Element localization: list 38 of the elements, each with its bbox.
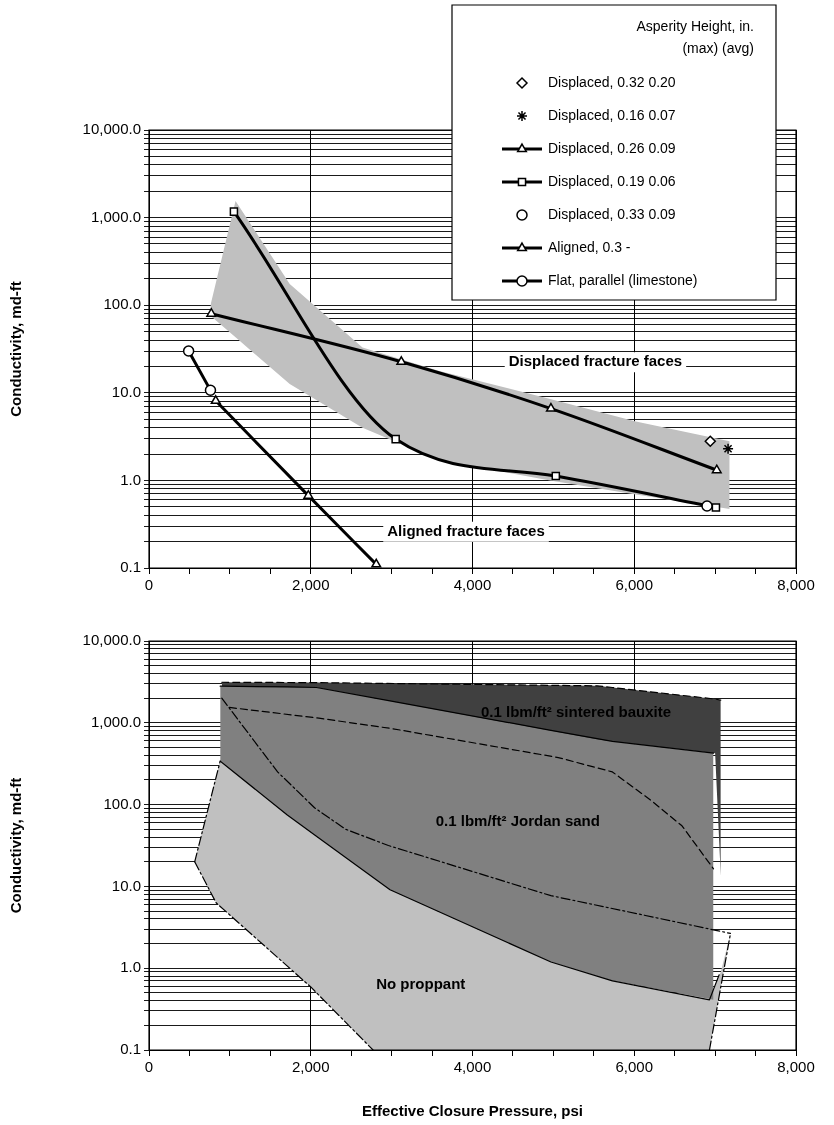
annotation: No proppant [376, 974, 466, 992]
y-tick-label: 0.1 [120, 1040, 141, 1058]
x-tick-label: 4,000 [453, 1058, 492, 1076]
annotation: Displaced fracture faces [508, 352, 683, 370]
legend-title: Asperity Height, in. (max) (avg) [636, 17, 754, 56]
y-tick-label: 10,000.0 [82, 120, 141, 138]
legend-label: Displaced, 0.19 0.06 [548, 172, 676, 189]
y-tick-label: 10,000.0 [82, 631, 141, 649]
annotation: Aligned fracture faces [387, 521, 545, 539]
legend-label: Aligned, 0.3 - [548, 238, 631, 255]
x-tick-label: 4,000 [453, 576, 492, 594]
x-tick-label: 6,000 [615, 576, 654, 594]
x-tick-label: 2,000 [291, 576, 330, 594]
y-tick-label: 100.0 [103, 794, 141, 812]
y-axis-title: Conductivity, md-ft [7, 777, 25, 914]
legend-label: Displaced, 0.33 0.09 [548, 205, 676, 222]
legend-label: Displaced, 0.32 0.20 [548, 73, 676, 90]
y-tick-label: 100.0 [103, 295, 141, 313]
x-tick-label: 0 [144, 1058, 154, 1076]
y-tick-label: 0.1 [120, 558, 141, 576]
legend-label: Displaced, 0.26 0.09 [548, 139, 676, 156]
x-axis-title: Effective Closure Pressure, psi [362, 1102, 583, 1120]
y-tick-label: 1,000.0 [90, 207, 141, 225]
y-tick-label: 1.0 [120, 470, 141, 488]
annotation: 0.1 lbm/ft² sintered bauxite [481, 703, 672, 721]
x-tick-label: 8,000 [777, 1058, 815, 1076]
x-tick-label: 2,000 [291, 1058, 330, 1076]
x-tick-label: 6,000 [615, 1058, 654, 1076]
y-tick-label: 10.0 [111, 876, 141, 894]
annotation: 0.1 lbm/ft² Jordan sand [435, 812, 600, 830]
y-tick-label: 10.0 [111, 382, 141, 400]
x-tick-label: 0 [144, 576, 154, 594]
y-axis-title: Conductivity, md-ft [7, 281, 25, 417]
y-tick-label: 1,000.0 [90, 712, 141, 730]
legend-label: Displaced, 0.16 0.07 [548, 106, 676, 123]
legend-label: Flat, parallel (limestone) [548, 271, 698, 288]
x-tick-label: 8,000 [777, 576, 815, 594]
y-tick-label: 1.0 [120, 958, 141, 976]
